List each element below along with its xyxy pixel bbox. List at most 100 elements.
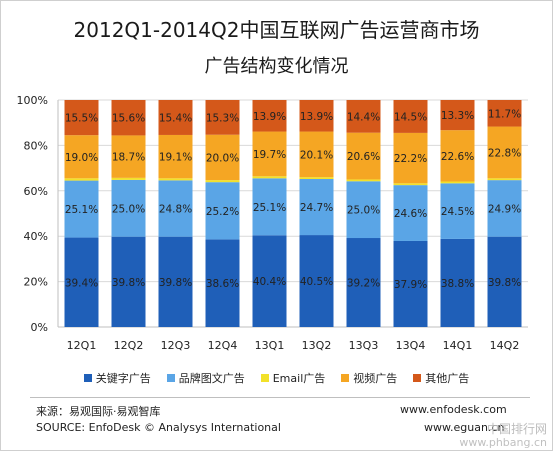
bar-segment: [111, 236, 146, 327]
bar-segment: [393, 100, 428, 133]
data-label: 13.9%: [300, 111, 333, 123]
x-tick-label: 12Q1: [67, 339, 97, 352]
bar-segment: [158, 236, 193, 327]
legend-item: 品牌图文广告: [166, 370, 245, 386]
data-label: 15.4%: [159, 112, 192, 124]
data-label: 19.0%: [65, 152, 98, 164]
y-tick-label: 0%: [31, 321, 48, 334]
data-label: 39.8%: [112, 277, 145, 289]
bar-segment: [252, 176, 287, 179]
chart-title: 2012Q1-2014Q2中国互联网广告运营商市场: [73, 18, 480, 42]
bar-segment: [299, 178, 334, 236]
data-label: 38.6%: [206, 278, 239, 290]
x-tick-label: 12Q2: [114, 339, 144, 352]
data-label: 24.9%: [488, 203, 521, 215]
bar-segment: [440, 238, 475, 327]
y-tick-label: 60%: [24, 185, 48, 198]
x-tick-label: 12Q3: [161, 339, 191, 352]
legend-label: Email广告: [272, 372, 326, 385]
bar-segment: [64, 178, 99, 181]
x-tick-label: 14Q1: [443, 339, 473, 352]
data-label: 13.9%: [253, 111, 286, 123]
bar-segment: [346, 179, 381, 182]
data-label: 39.8%: [159, 277, 192, 289]
data-label: 14.4%: [347, 111, 380, 123]
bar-segment: [64, 237, 99, 327]
footer-divider: [30, 397, 530, 398]
source-en: SOURCE: EnfoDesk © Analysys Internationa…: [36, 421, 281, 434]
data-label: 25.1%: [65, 204, 98, 216]
data-label: 25.0%: [347, 205, 380, 217]
data-label: 11.7%: [488, 108, 521, 120]
data-label: 40.4%: [253, 276, 286, 288]
bar-segment: [64, 135, 99, 179]
legend-swatch: [413, 374, 422, 382]
legend-label: 其他广告: [425, 372, 470, 385]
y-tick-label: 40%: [24, 230, 48, 243]
data-label: 25.1%: [253, 202, 286, 214]
bar-segment: [299, 235, 334, 327]
bar-segment: [440, 130, 475, 182]
bar-segment: [111, 100, 146, 136]
y-tick-label: 20%: [24, 276, 48, 289]
watermark-url: www.phbang.cn: [459, 436, 547, 449]
legend-label: 视频广告: [353, 372, 398, 385]
bar-segment: [158, 178, 193, 181]
x-tick-label: 12Q4: [208, 339, 238, 352]
watermark-name: 中国排行网: [486, 422, 547, 436]
x-tick-label: 14Q2: [490, 339, 520, 352]
source-cn: 来源：易观国际·易观智库: [36, 405, 161, 418]
data-label: 24.7%: [300, 202, 333, 214]
data-label: 20.0%: [206, 152, 239, 164]
bar-segment: [346, 100, 381, 133]
bar-segment: [393, 185, 428, 241]
bar-segment: [346, 181, 381, 239]
data-label: 39.4%: [65, 277, 98, 289]
data-label: 20.6%: [347, 151, 380, 163]
data-label: 24.6%: [394, 208, 427, 220]
y-tick-label: 80%: [24, 139, 48, 152]
legend-label: 品牌图文广告: [178, 372, 245, 385]
chart-legend: 关键字广告 品牌图文广告 Email广告 视频广告 其他广告: [0, 370, 553, 386]
bar-segment: [393, 183, 428, 186]
bar-segment: [487, 126, 522, 179]
bar-segment: [299, 177, 334, 179]
legend-swatch: [260, 374, 269, 382]
bar-segment: [205, 239, 240, 327]
data-label: 38.8%: [441, 278, 474, 290]
data-label: 39.2%: [347, 278, 380, 290]
data-label: 24.5%: [441, 206, 474, 218]
x-tick-label: 13Q1: [255, 339, 285, 352]
bar-segment: [111, 179, 146, 237]
bar-segment: [346, 132, 381, 180]
bar-segment: [205, 100, 240, 135]
legend-item: Email广告: [260, 370, 326, 386]
data-label: 22.8%: [488, 147, 521, 159]
bar-segment: [440, 100, 475, 131]
data-label: 37.9%: [394, 279, 427, 291]
data-label: 19.1%: [159, 152, 192, 164]
y-tick-label: 100%: [17, 94, 48, 107]
data-label: 24.8%: [159, 204, 192, 216]
legend-item: 其他广告: [413, 370, 469, 386]
legend-item: 关键字广告: [83, 370, 151, 386]
legend-label: 关键字广告: [95, 372, 151, 385]
legend-swatch: [83, 374, 92, 382]
url-enfodesk[interactable]: www.enfodesk.com: [400, 403, 507, 416]
bar-segment: [111, 177, 146, 180]
x-tick-label: 13Q2: [302, 339, 332, 352]
x-tick-label: 13Q3: [349, 339, 379, 352]
bar-segment: [252, 100, 287, 132]
data-label: 14.5%: [394, 111, 427, 123]
bar-segment: [487, 180, 522, 237]
bar-segment: [393, 132, 428, 184]
data-label: 39.8%: [488, 277, 521, 289]
bar-segment: [299, 100, 334, 132]
bar-segment: [393, 240, 428, 327]
bar-segment: [64, 100, 99, 136]
bar-segment: [158, 100, 193, 135]
url-eguan[interactable]: www.eguan.cn: [424, 421, 505, 434]
bar-segment: [158, 180, 193, 237]
bar-segment: [252, 178, 287, 236]
